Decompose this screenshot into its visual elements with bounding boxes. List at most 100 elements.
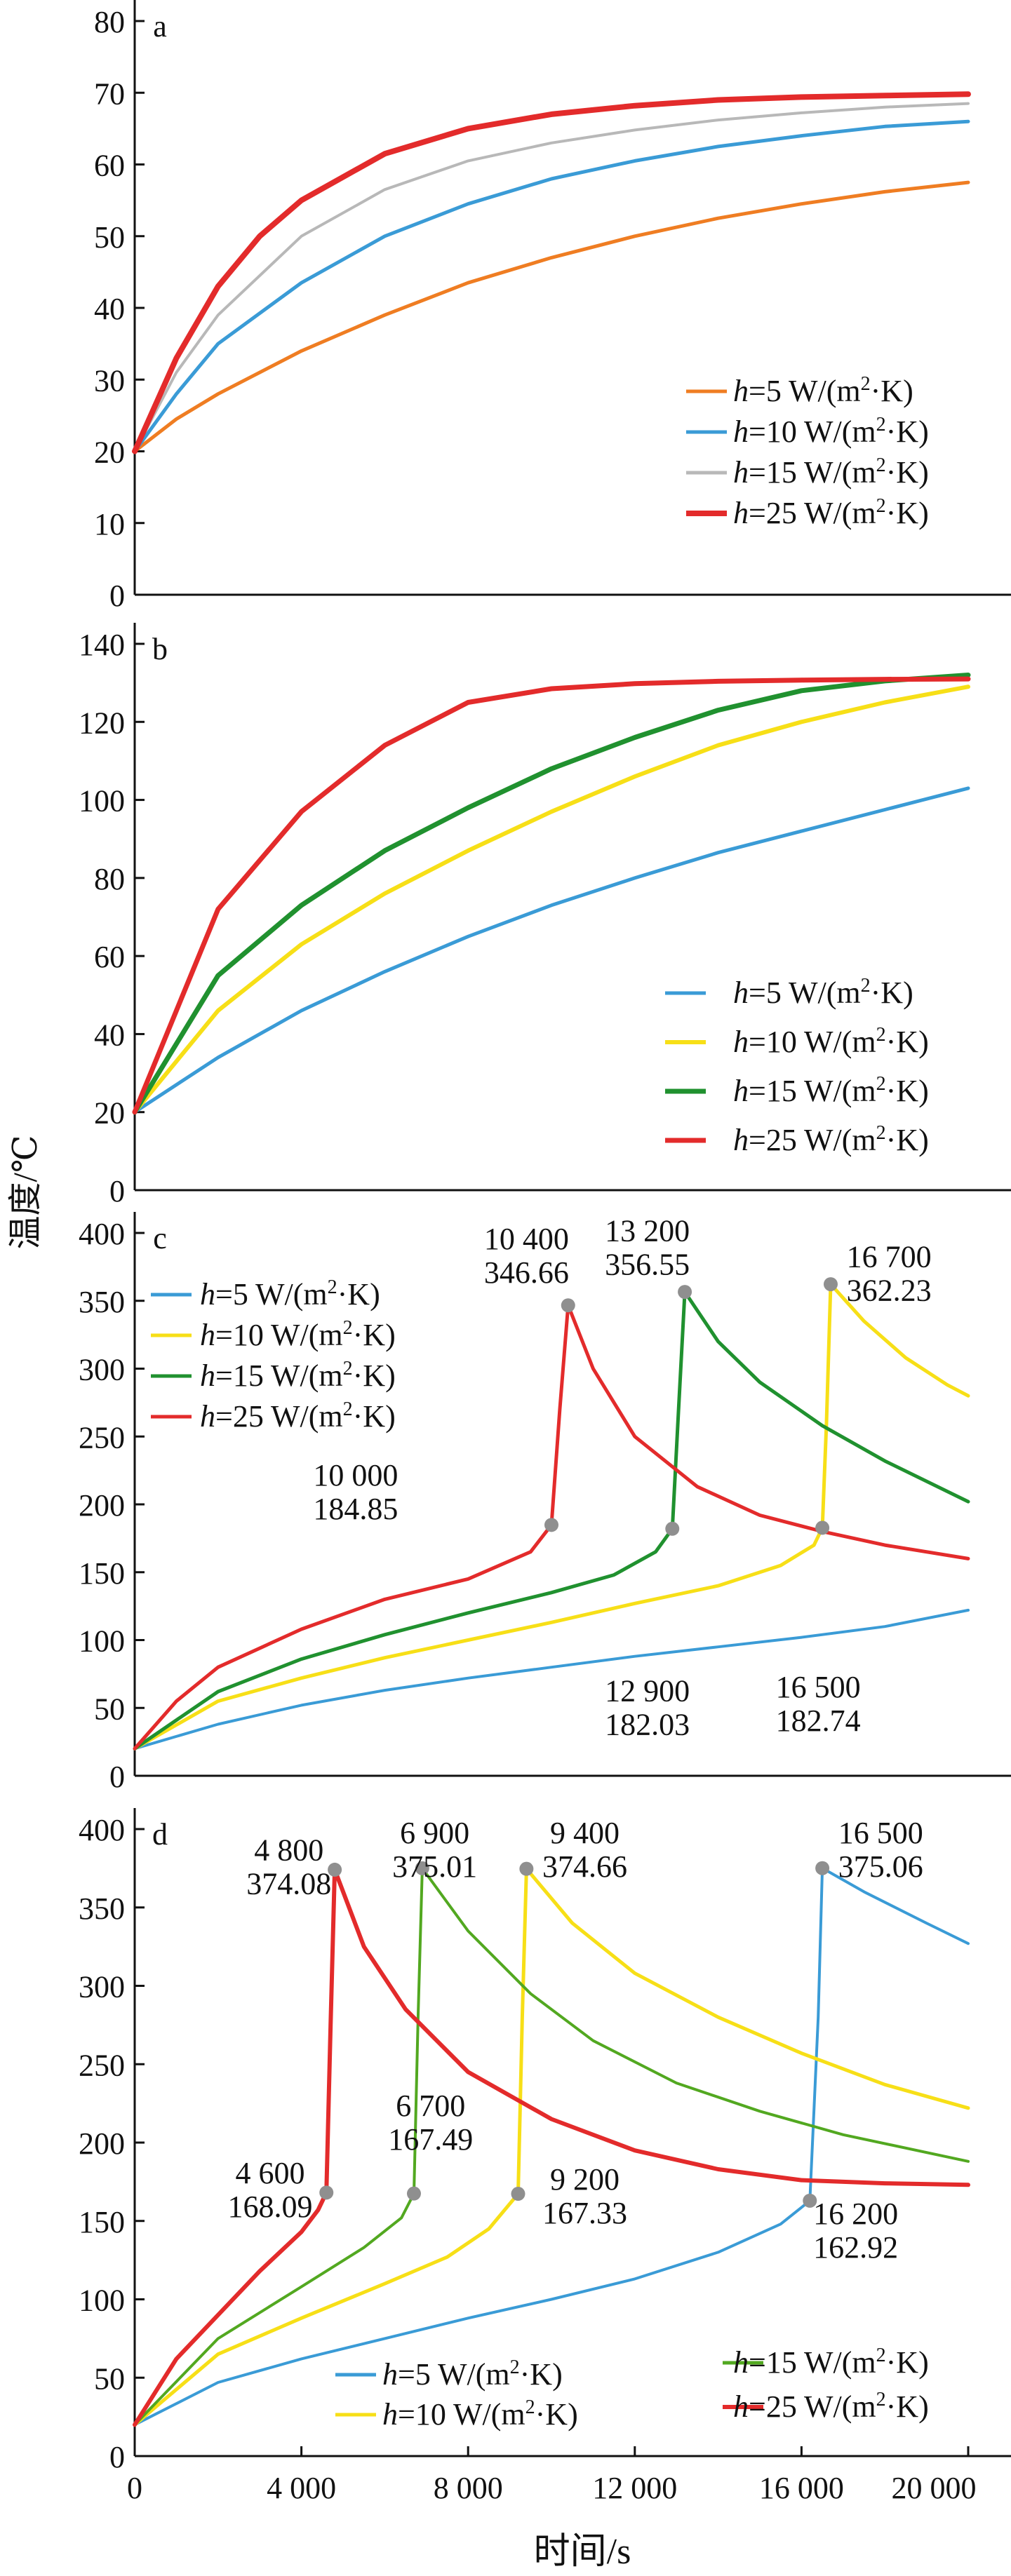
annotation-temperature: 375.06 <box>838 1849 923 1884</box>
annotation-temperature: 184.85 <box>313 1492 398 1526</box>
y-tick-label: 200 <box>79 2126 125 2161</box>
x-tick-label: 20 000 <box>892 2471 977 2505</box>
data-point-marker <box>815 1520 830 1535</box>
data-point-marker <box>511 2187 525 2201</box>
annotation-time: 12 900 <box>605 1674 690 1708</box>
data-point-marker <box>319 2185 334 2200</box>
series-line <box>133 1867 970 2427</box>
y-tick-label: 50 <box>94 220 125 255</box>
data-point-marker <box>561 1298 575 1313</box>
data-point-marker <box>544 1518 558 1532</box>
y-tick-label: 70 <box>94 76 125 111</box>
y-tick-label: 400 <box>79 1813 125 1847</box>
annotation-temperature: 346.66 <box>484 1255 569 1290</box>
panel-label: c <box>153 1221 167 1255</box>
y-tick-label: 350 <box>79 1285 125 1319</box>
legend-label: h=15 W/(m2·K) <box>200 1358 396 1393</box>
series-line <box>133 1290 970 1751</box>
data-point-marker <box>823 1277 838 1292</box>
series-line <box>133 1608 970 1751</box>
annotation-temperature: 356.55 <box>605 1248 690 1282</box>
data-point-marker <box>415 1861 429 1875</box>
legend-label: h=15 W/(m2·K) <box>733 454 929 490</box>
legend-label: h=15 W/(m2·K) <box>733 2345 929 2380</box>
series-line <box>133 180 970 453</box>
series-line <box>133 119 970 453</box>
annotation-temperature: 182.03 <box>605 1708 690 1742</box>
data-point-marker <box>678 1285 692 1300</box>
annotation-temperature: 162.92 <box>813 2230 898 2265</box>
y-tick-label: 50 <box>94 1692 125 1726</box>
series-line <box>132 91 971 454</box>
y-tick-label: 300 <box>79 1353 125 1387</box>
x-tick-label: 12 000 <box>592 2471 677 2505</box>
panels: 0 10 20 30 40 50 60 70 80 a h=5 W/(m2·K) h=10 W/(m2… <box>79 0 1011 2505</box>
data-point-marker <box>665 1521 680 1536</box>
legend-label: h=25 W/(m2·K) <box>733 1122 929 1157</box>
x-axis-label: 时间/s <box>534 2532 631 2572</box>
y-tick-label: 60 <box>94 149 125 183</box>
data-point-marker <box>815 1861 830 1875</box>
annotation-time: 9 200 <box>550 2162 620 2197</box>
panel-label: d <box>152 1817 168 1852</box>
annotation-temperature: 167.33 <box>542 2196 627 2230</box>
series-line <box>133 1867 970 2427</box>
y-tick-label: 80 <box>94 5 125 39</box>
legend-label: h=5 W/(m2·K) <box>733 975 913 1010</box>
y-tick-label: 100 <box>79 2284 125 2318</box>
data-point-marker <box>328 1862 342 1877</box>
legend-label: h=5 W/(m2·K) <box>733 373 913 408</box>
y-tick-label: 120 <box>79 706 125 740</box>
y-tick-label: 350 <box>79 1891 125 1926</box>
annotation-time: 6 700 <box>396 2089 465 2123</box>
annotation-temperature: 374.66 <box>542 1849 627 1884</box>
y-tick-label: 80 <box>94 862 125 896</box>
series-line <box>133 1282 970 1751</box>
legend-label: h=15 W/(m2·K) <box>733 1073 929 1108</box>
series-line <box>133 786 970 1114</box>
y-tick-label: 40 <box>94 1018 125 1052</box>
y-tick-label: 0 <box>109 1174 125 1208</box>
y-tick-label: 20 <box>94 1096 125 1131</box>
annotation-temperature: 182.74 <box>776 1704 861 1738</box>
annotation-temperature: 168.09 <box>228 2190 313 2224</box>
legend: h=5 W/(m2·K) h=10 W/(m2·K) h=15 W/(m2·K) h=… <box>686 373 929 530</box>
y-tick-label: 30 <box>94 363 125 398</box>
panel-b: 0 20 40 60 80 100 120 140 b h=5 W/(m2·K) h=10 W/(m… <box>79 623 1011 1208</box>
annotation-time: 6 900 <box>400 1816 469 1850</box>
legend: h=5 W/(m2·K) h=10 W/(m2·K) h=15 W/(m2·K) h=… <box>151 1276 396 1434</box>
x-tick-label: 0 <box>127 2471 142 2505</box>
y-tick-label: 0 <box>109 579 125 613</box>
panel-a: 0 10 20 30 40 50 60 70 80 a h=5 W/(m2·K) h=10 W/(m2… <box>94 0 1011 613</box>
y-tick-label: 100 <box>79 784 125 818</box>
annotation-time: 16 500 <box>838 1816 923 1850</box>
series-line <box>133 1303 970 1751</box>
annotation-time: 16 700 <box>847 1239 932 1274</box>
annotation-temperature: 374.08 <box>246 1867 331 1901</box>
series-line <box>133 685 970 1114</box>
legend-label: h=25 W/(m2·K) <box>733 495 929 530</box>
y-tick-label: 150 <box>79 1556 125 1591</box>
annotation-time: 9 400 <box>550 1816 620 1850</box>
x-tick-label: 4 000 <box>267 2471 336 2505</box>
y-tick-label: 50 <box>94 2361 125 2396</box>
annotation-time: 16 200 <box>813 2197 898 2231</box>
legend-label: h=25 W/(m2·K) <box>200 1398 396 1434</box>
legend-label: h=10 W/(m2·K) <box>200 1317 396 1352</box>
y-tick-label: 0 <box>109 2440 125 2474</box>
y-tick-label: 40 <box>94 292 125 326</box>
y-tick-label: 10 <box>94 507 125 541</box>
legend-label: h=5 W/(m2·K) <box>200 1276 380 1311</box>
y-tick-label: 0 <box>109 1760 125 1794</box>
annotation-time: 13 200 <box>605 1214 690 1248</box>
legend-label: h=10 W/(m2·K) <box>733 414 929 449</box>
y-tick-label: 250 <box>79 2048 125 2082</box>
data-point-marker <box>406 2186 421 2201</box>
annotation-temperature: 362.23 <box>847 1273 932 1307</box>
y-tick-label: 400 <box>79 1217 125 1251</box>
legend: h=5 W/(m2·K) h=10 W/(m2·K) h=15 W/(m2·K) h=… <box>335 2345 929 2432</box>
annotation-temperature: 375.01 <box>392 1849 477 1884</box>
y-tick-label: 250 <box>79 1420 125 1455</box>
